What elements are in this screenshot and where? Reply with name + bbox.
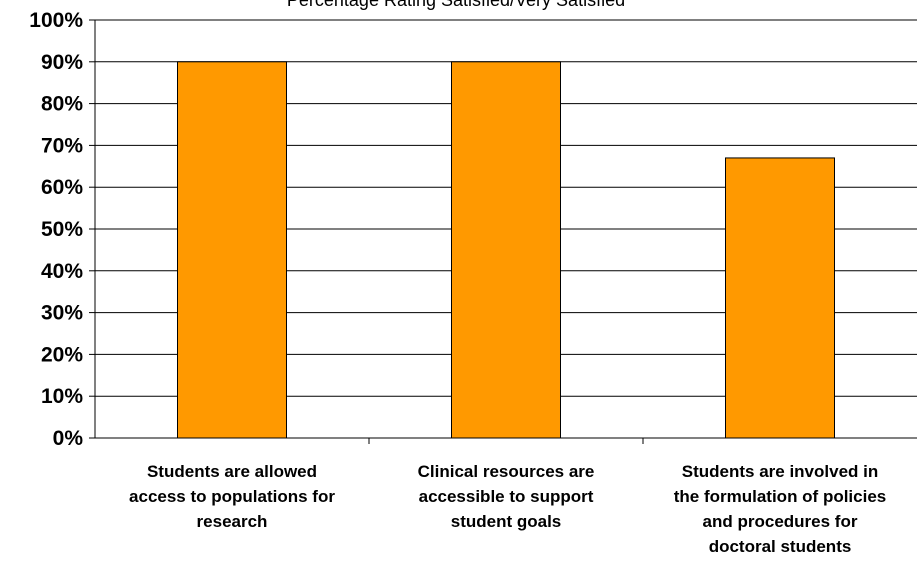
y-tick-label: 40% — [41, 260, 83, 283]
x-category-label: Students are involved in the formulation … — [674, 462, 887, 556]
bar — [451, 61, 561, 439]
axes — [89, 19, 917, 444]
y-tick-label: 20% — [41, 343, 83, 366]
chart-title: Percentage Rating Satisfied/Very Satisfi… — [287, 0, 625, 10]
y-tick-label: 30% — [41, 302, 83, 325]
y-tick-label: 100% — [29, 9, 83, 32]
bar — [725, 157, 835, 439]
y-tick-label: 90% — [41, 51, 83, 74]
y-tick-label: 0% — [53, 427, 84, 450]
bar — [177, 61, 287, 439]
y-tick-label: 50% — [41, 218, 83, 241]
y-tick-label: 80% — [41, 93, 83, 116]
y-tick-label: 60% — [41, 176, 83, 199]
y-tick-labels: 0% 10% 20% 30% 40% 50% 60% 70% 80% 90% 100% — [29, 9, 83, 450]
x-category-labels: Students are allowed access to population… — [129, 462, 886, 556]
x-category-label: Clinical resources are accessible to supp… — [418, 462, 595, 531]
bars — [177, 61, 835, 439]
y-tick-label: 70% — [41, 134, 83, 157]
x-category-label: Students are allowed access to population… — [129, 462, 335, 531]
y-tick-label: 10% — [41, 385, 83, 408]
